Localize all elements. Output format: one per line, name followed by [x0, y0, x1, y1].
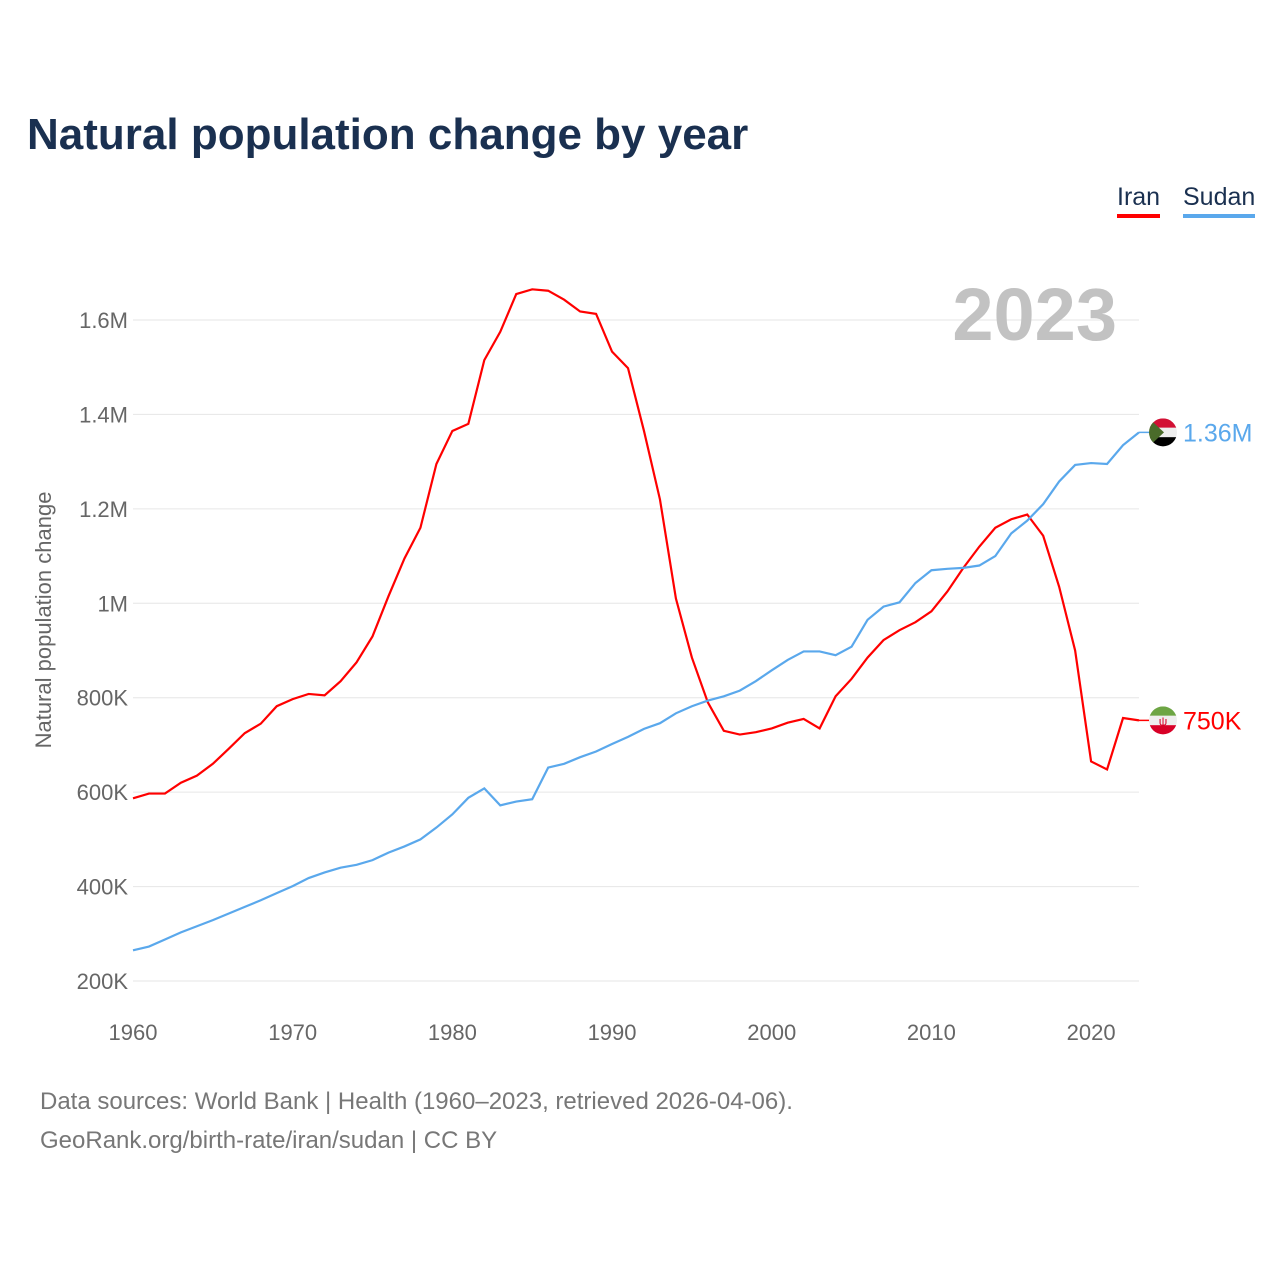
footer-attribution[interactable]: GeoRank.org/birth-rate/iran/sudan | CC B…	[40, 1127, 498, 1154]
end-value-label-iran: 750K	[1183, 707, 1242, 735]
x-tick-label: 2020	[1067, 1020, 1116, 1045]
x-tick-label: 1970	[268, 1020, 317, 1045]
y-tick-label: 1.4M	[79, 402, 128, 427]
year-label: 2023	[952, 273, 1117, 356]
chart-title: Natural population change by year	[27, 110, 749, 159]
series-line-iran	[132, 288, 1140, 800]
x-tick-label: 2010	[907, 1020, 956, 1045]
x-tick-label: 1980	[428, 1020, 477, 1045]
y-tick-label: 200K	[77, 969, 129, 994]
series-end-labels: ψ 750K 1.36M	[1139, 418, 1252, 735]
y-tick-label: 400K	[77, 875, 129, 900]
legend-item-sudan[interactable]: Sudan	[1183, 183, 1256, 218]
y-axis-label: Natural population change	[31, 492, 56, 749]
end-value-label-sudan: 1.36M	[1183, 419, 1252, 447]
series-line-sudan	[132, 431, 1140, 952]
y-tick-label: 600K	[77, 780, 129, 805]
y-tick-label: 800K	[77, 686, 129, 711]
y-tick-label: 1.2M	[79, 497, 128, 522]
series-lines	[132, 288, 1140, 952]
legend-item-iran[interactable]: Iran	[1117, 183, 1161, 218]
svg-text:ψ: ψ	[1159, 714, 1168, 728]
x-axis-ticks: 1960 1970 1980 1990 2000 2010 2020	[109, 1020, 1116, 1045]
x-tick-label: 1990	[588, 1020, 637, 1045]
x-tick-label: 2000	[747, 1020, 796, 1045]
footer-sources: Data sources: World Bank | Health (1960–…	[40, 1088, 793, 1115]
y-tick-label: 1M	[97, 591, 128, 616]
x-tick-label: 1960	[109, 1020, 158, 1045]
iran-flag-icon: ψ	[1149, 706, 1177, 735]
y-tick-label: 1.6M	[79, 308, 128, 333]
gridlines	[133, 319, 1139, 982]
y-axis-ticks: 200K 400K 600K 800K 1M 1.2M 1.4M 1.6M	[77, 308, 129, 994]
sudan-flag-icon	[1149, 418, 1177, 447]
